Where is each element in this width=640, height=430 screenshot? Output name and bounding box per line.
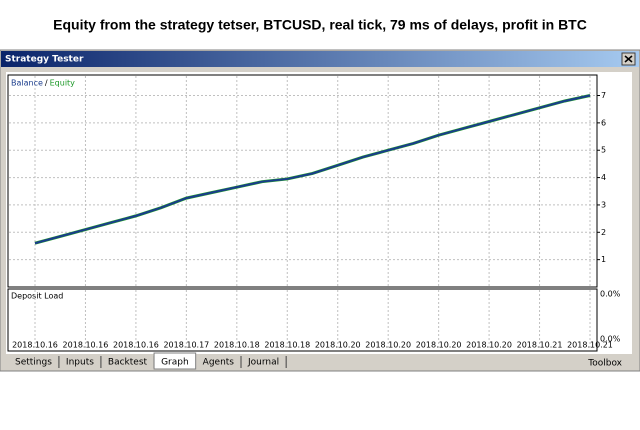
deposit-title: Deposit Load	[11, 292, 63, 301]
x-tick-label: 2018.10.18	[214, 341, 260, 350]
x-tick-label: 2018.10.16	[12, 341, 58, 350]
tab-selected	[153, 352, 197, 370]
x-tick-label: 2018.10.17	[163, 341, 209, 350]
tab[interactable]: Journal	[247, 358, 279, 368]
x-tick-label: 2018.10.21	[517, 341, 563, 350]
x-tick-label: 2018.10.20	[365, 341, 411, 350]
deposit-label: 0.0%	[600, 335, 621, 344]
legend-entry: Equity	[50, 79, 76, 88]
tab[interactable]: Settings	[15, 358, 52, 368]
deposit-panel	[7, 288, 598, 352]
tab[interactable]: Backtest	[108, 358, 148, 368]
y-tick-label: 3	[601, 200, 606, 209]
window-title: Strategy Tester	[5, 55, 84, 65]
deposit-label: 0.0%	[600, 290, 621, 299]
title-bar	[1, 51, 639, 67]
tab-bar	[1, 354, 639, 370]
x-tick-label: 2018.10.20	[315, 341, 361, 350]
x-tick-label: 2018.10.20	[416, 341, 462, 350]
tab[interactable]: Graph	[161, 358, 189, 368]
tab[interactable]: Inputs	[66, 358, 94, 368]
x-tick-label: 2018.10.20	[466, 341, 512, 350]
toolbox-label[interactable]: Toolbox	[587, 359, 622, 369]
y-tick-label: 6	[601, 118, 606, 127]
y-tick-label: 4	[601, 173, 606, 182]
x-tick-label: 2018.10.16	[113, 341, 159, 350]
close-button[interactable]	[621, 52, 636, 66]
legend-separator: /	[45, 79, 48, 88]
series-line	[34, 94, 591, 245]
y-tick-label: 2	[601, 228, 606, 237]
legend-entry: Balance	[11, 79, 43, 88]
plot-area	[7, 74, 598, 288]
chart-title: Equity from the strategy tetser, BTCUSD,…	[53, 17, 587, 33]
tab[interactable]: Agents	[203, 358, 235, 368]
x-tick-label: 2018.10.18	[264, 341, 310, 350]
x-tick-label: 2018.10.21	[567, 341, 613, 350]
x-tick-label: 2018.10.16	[63, 341, 109, 350]
y-tick-label: 1	[601, 255, 606, 264]
y-tick-label: 5	[601, 146, 606, 155]
y-tick-label: 7	[601, 91, 606, 100]
